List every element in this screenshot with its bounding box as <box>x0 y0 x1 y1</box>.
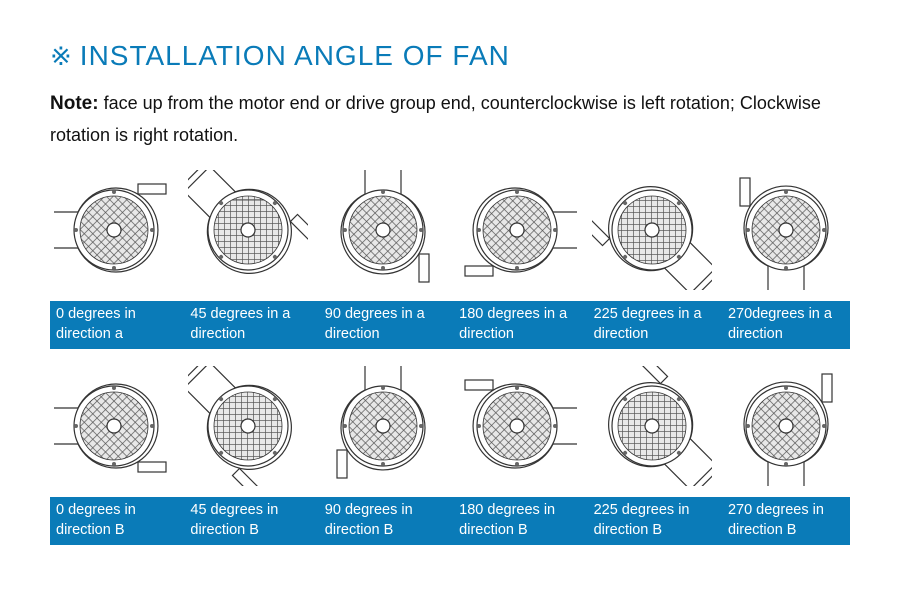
fan-icon <box>323 366 443 486</box>
fan-icon <box>457 366 577 486</box>
fan-icon <box>323 170 443 290</box>
fan-icon <box>592 170 712 290</box>
fan-diagram <box>50 165 178 295</box>
fan-diagram <box>588 361 716 491</box>
fan-angle-label: 90 degrees in direction B <box>319 495 447 546</box>
note-label: Note: <box>50 93 99 114</box>
fan-icon <box>726 170 846 290</box>
fan-icon <box>457 170 577 290</box>
fan-diagram <box>50 361 178 491</box>
page-title: INSTALLATION ANGLE OF FAN <box>80 40 510 72</box>
fan-icon <box>592 366 712 486</box>
fan-diagram <box>319 165 447 295</box>
fan-diagram <box>319 361 447 491</box>
label-row-a: 0 degrees in direction a45 degrees in a … <box>50 301 850 349</box>
fan-diagram <box>453 361 581 491</box>
fan-icon <box>54 170 174 290</box>
fan-icon <box>188 170 308 290</box>
fan-diagram <box>184 361 312 491</box>
fan-angle-label: 0 degrees in direction a <box>50 299 178 350</box>
title-mark-icon: ※ <box>50 41 72 72</box>
note-block: Note: face up from the motor end or driv… <box>50 88 850 151</box>
fan-row-b <box>50 361 850 491</box>
label-row-b: 0 degrees in direction B45 degrees in di… <box>50 497 850 545</box>
fan-angle-label: 45 degrees in a direction <box>184 299 312 350</box>
fan-angle-label: 270 degrees in direction B <box>722 495 850 546</box>
fan-angle-label: 45 degrees in direction B <box>184 495 312 546</box>
fan-angle-label: 225 degrees in a direction <box>588 299 716 350</box>
title-row: ※ INSTALLATION ANGLE OF FAN <box>50 40 850 72</box>
fan-diagram <box>722 361 850 491</box>
fan-angle-label: 225 degrees in direction B <box>588 495 716 546</box>
fan-diagram <box>184 165 312 295</box>
fan-icon <box>54 366 174 486</box>
fan-icon <box>188 366 308 486</box>
note-text: face up from the motor end or drive grou… <box>50 93 821 145</box>
fan-angle-label: 90 degrees in a direction <box>319 299 447 350</box>
fan-icon <box>726 366 846 486</box>
fan-angle-label: 270degrees in a direction <box>722 299 850 350</box>
fan-angle-label: 180 degrees in a direction <box>453 299 581 350</box>
fan-angle-label: 180 degrees in direction B <box>453 495 581 546</box>
fan-angle-label: 0 degrees in direction B <box>50 495 178 546</box>
fan-row-a <box>50 165 850 295</box>
fan-diagram <box>453 165 581 295</box>
fan-diagram <box>722 165 850 295</box>
fan-diagram <box>588 165 716 295</box>
